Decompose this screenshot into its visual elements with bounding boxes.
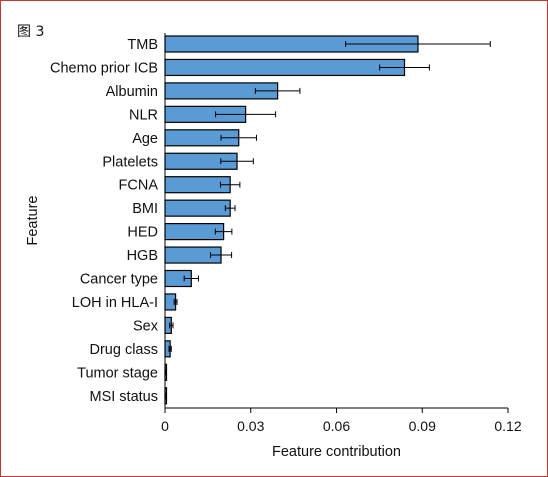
x-tick-label: 0.03: [237, 418, 264, 434]
x-tick-label: 0.06: [323, 418, 350, 434]
category-label: BMI: [132, 201, 158, 217]
bar: [164, 199, 231, 217]
category-label: Sex: [133, 318, 159, 334]
y-axis-title: Feature: [25, 196, 41, 246]
category-label: TMB: [127, 37, 158, 53]
bar: [164, 58, 406, 77]
category-label: FCNA: [119, 178, 159, 194]
category-label: Platelets: [102, 154, 158, 170]
category-label: HED: [127, 225, 158, 241]
category-label: Tumor stage: [77, 365, 158, 381]
category-label: Age: [132, 131, 158, 147]
category-label: MSI status: [90, 389, 159, 405]
category-label: Chemo prior ICB: [50, 60, 158, 76]
x-tick-label: 0.09: [409, 418, 436, 434]
x-tick-label: 0.12: [494, 418, 521, 434]
figure-label: 图 3: [17, 24, 45, 40]
category-label: Albumin: [106, 84, 158, 100]
bar: [164, 223, 225, 241]
category-label: Drug class: [90, 342, 159, 358]
category-label: Cancer type: [80, 272, 158, 288]
category-label: NLR: [129, 107, 158, 123]
category-label: HGB: [127, 248, 158, 264]
x-axis-title: Feature contribution: [272, 444, 401, 460]
category-label: LOH in HLA-I: [72, 295, 158, 311]
x-tick-label: 0: [161, 418, 169, 434]
